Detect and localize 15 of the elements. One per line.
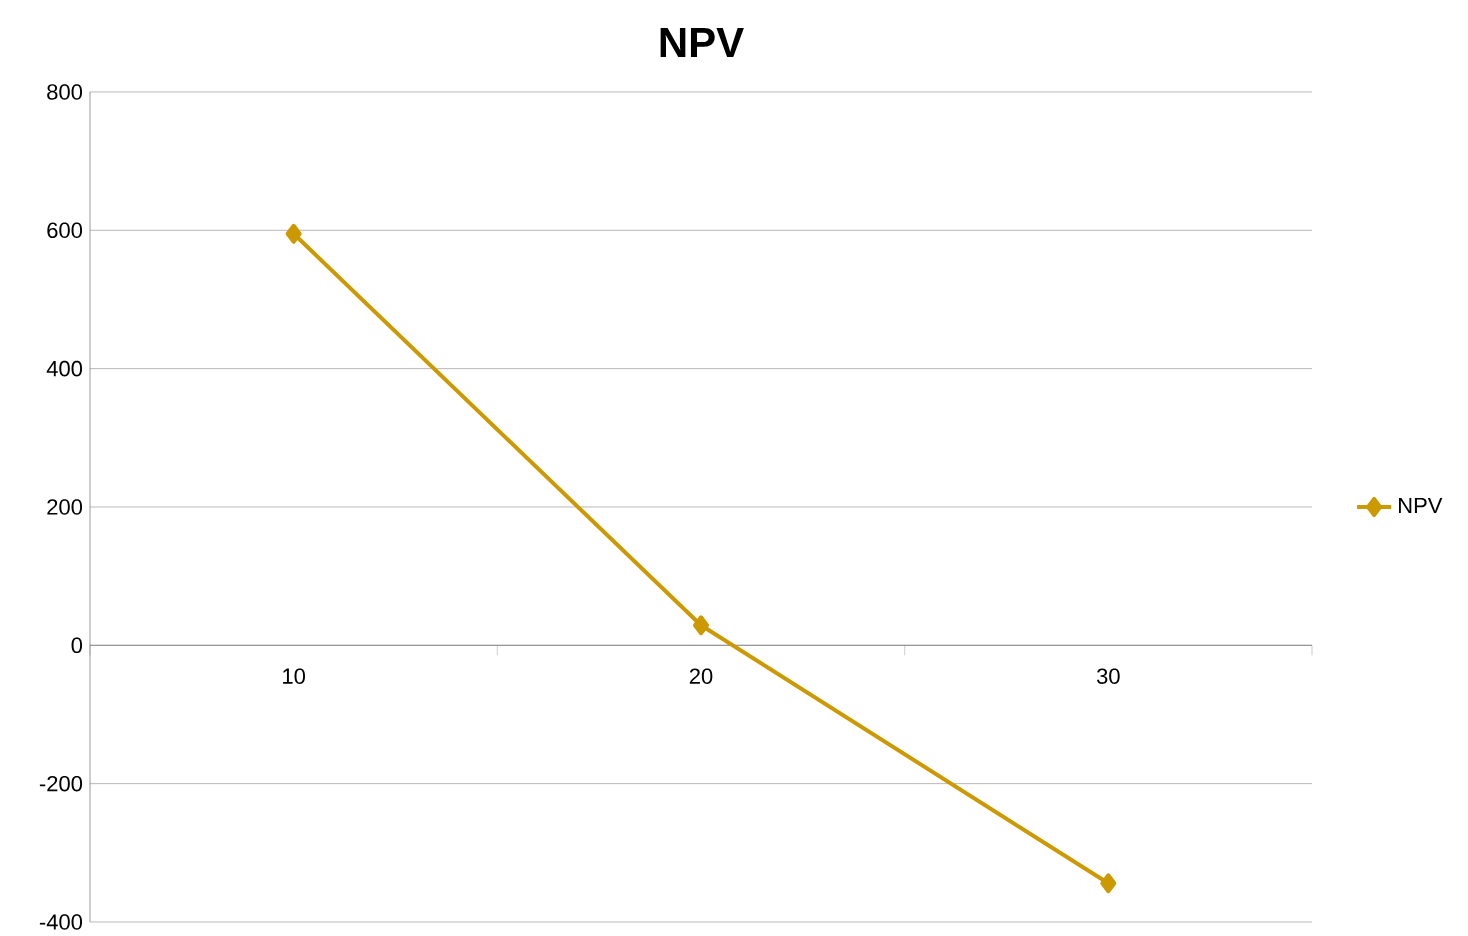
y-tick-label: 400 <box>46 360 83 377</box>
y-tick-label: 0 <box>71 637 83 654</box>
y-tick-label: 600 <box>47 222 83 239</box>
legend-label: NPV <box>1399 497 1443 514</box>
x-tick-label: 30 <box>1096 668 1120 684</box>
point <box>1100 873 1117 894</box>
y-tick-label: -200 <box>39 775 83 792</box>
point <box>285 223 302 244</box>
point <box>693 615 710 636</box>
y-tick-label: -400 <box>39 914 83 930</box>
y-tick-label: 800 <box>47 84 83 100</box>
x-tick-label: 10 <box>283 668 306 684</box>
x-tick-label: 20 <box>689 668 713 684</box>
chart-title: NPV <box>660 28 744 57</box>
y-tick-label: 200 <box>47 499 83 515</box>
